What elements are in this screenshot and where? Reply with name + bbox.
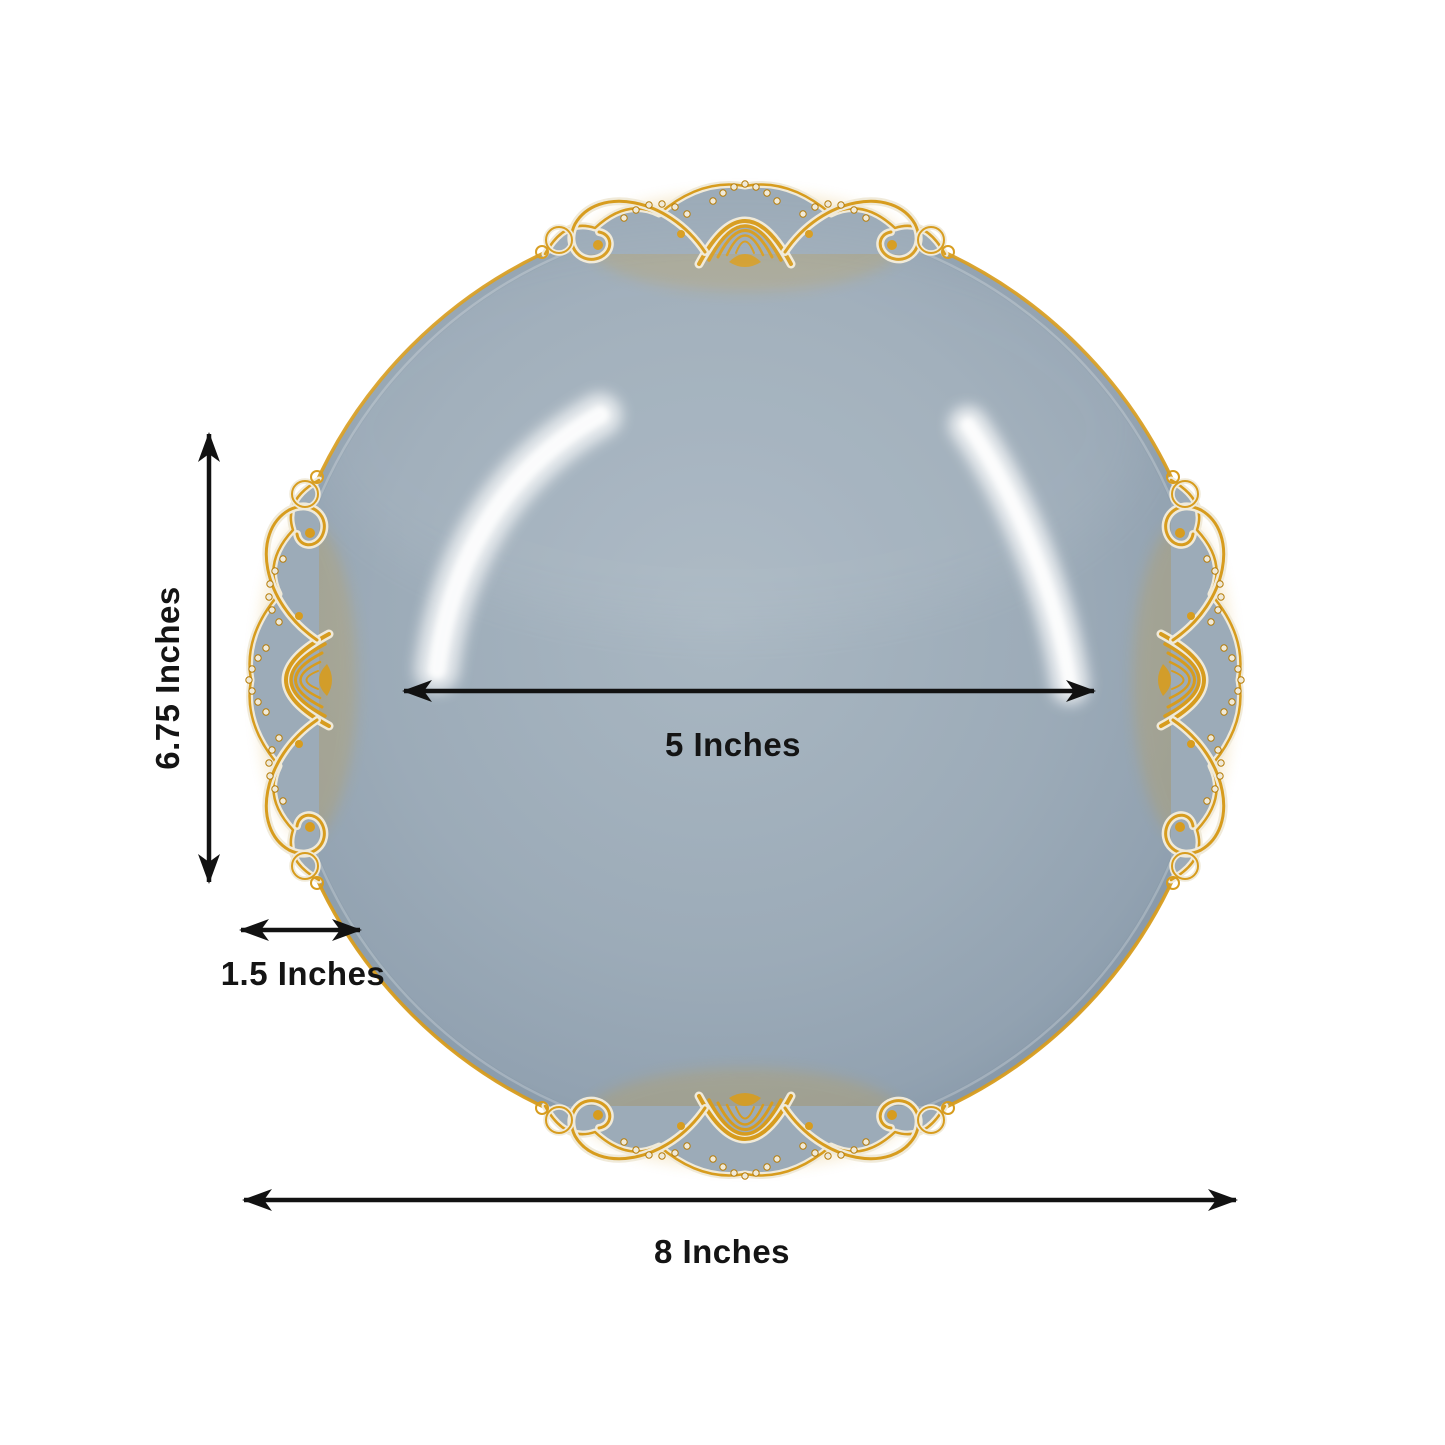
plate-sheen (310, 230, 1150, 630)
plate-height-label: 6.75 Inches (148, 586, 186, 770)
plate-highlight-left-core (428, 406, 609, 679)
inner-diameter-label: 5 Inches (664, 725, 802, 763)
outer-diameter-label: 8 Inches (653, 1232, 791, 1270)
rim-width-label: 1.5 Inches (220, 954, 386, 992)
plate-highlight-right-core (961, 418, 1077, 692)
